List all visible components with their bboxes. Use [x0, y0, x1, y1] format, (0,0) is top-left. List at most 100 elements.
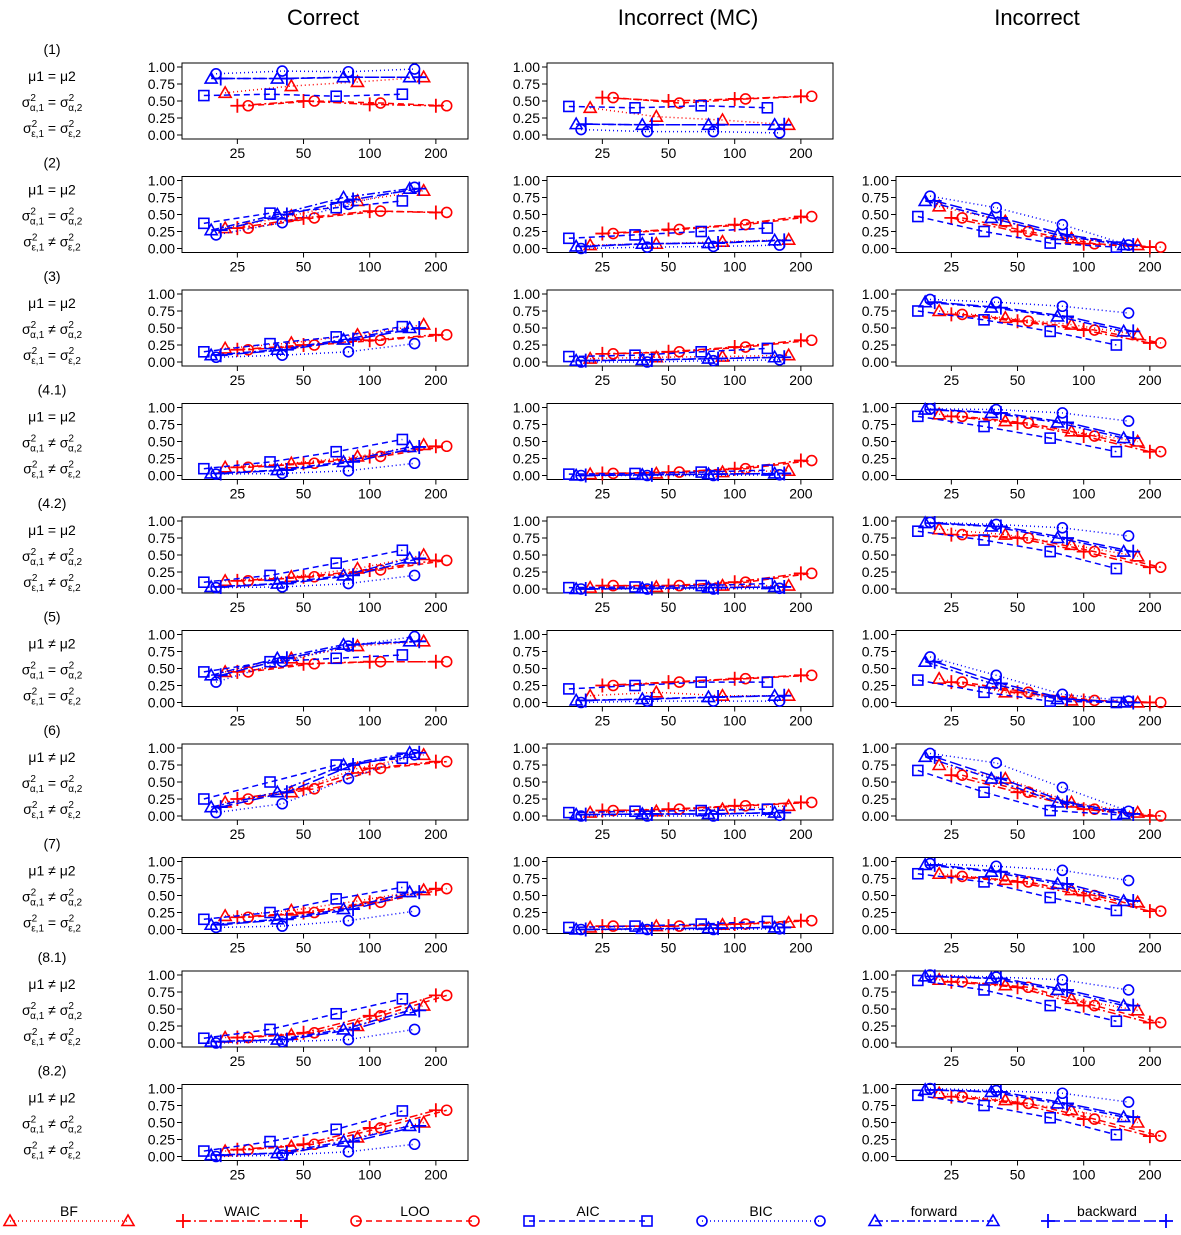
- series-bic: [924, 1082, 1135, 1108]
- series-line: [934, 1089, 1134, 1118]
- y-tick-label: 0.00: [513, 808, 540, 824]
- data-point: [978, 314, 990, 326]
- data-point: [607, 579, 619, 592]
- data-point: [336, 189, 351, 203]
- data-point: [412, 634, 427, 649]
- data-point: [805, 567, 818, 580]
- x-tick-label: 50: [661, 486, 677, 502]
- series-bf: [582, 347, 797, 364]
- series-backward: [578, 233, 792, 254]
- y-tick-label: 1.00: [148, 627, 175, 643]
- series-line: [917, 215, 1117, 248]
- x-tick-label: 100: [1072, 1167, 1096, 1183]
- data-point: [308, 212, 321, 224]
- data-point: [711, 580, 726, 595]
- x-tick-label: 25: [944, 486, 960, 502]
- data-point: [198, 217, 210, 230]
- series-waic: [944, 409, 1157, 459]
- legend-label: forward: [911, 1203, 958, 1219]
- data-point: [781, 463, 797, 477]
- data-point: [416, 183, 432, 196]
- data-point: [644, 921, 659, 936]
- data-point: [330, 652, 342, 665]
- data-point: [346, 1022, 361, 1037]
- row-sigma-epsilon-label: σ2 ε,1 = σ2 ε,2: [23, 914, 81, 935]
- x-tick-label: 25: [230, 599, 246, 615]
- legend-label: AIC: [576, 1203, 599, 1219]
- data-point: [213, 1148, 228, 1163]
- series-line: [590, 691, 789, 697]
- y-tick-label: 0.00: [148, 581, 175, 597]
- y-tick-label: 0.75: [862, 1098, 889, 1114]
- series-aic: [912, 764, 1123, 821]
- data-point: [578, 468, 593, 483]
- series-line: [248, 887, 447, 919]
- data-point: [264, 88, 276, 100]
- series-backward: [578, 350, 792, 368]
- data-point: [793, 453, 808, 468]
- series-line: [568, 105, 768, 109]
- legend-marker: [120, 1213, 136, 1227]
- data-point: [805, 914, 818, 927]
- data-point: [279, 342, 294, 357]
- series-backward: [213, 1118, 427, 1163]
- data-point: [217, 908, 233, 922]
- series-line: [581, 700, 780, 704]
- panel-r2-c2: 0.000.250.500.751.00 25 50 100 200: [862, 286, 1181, 388]
- series-line: [203, 757, 403, 800]
- data-point: [308, 782, 321, 795]
- series-line: [203, 886, 403, 921]
- x-tick-label: 50: [1010, 259, 1026, 275]
- x-tick-label: 200: [1138, 259, 1162, 275]
- series-line: [211, 327, 410, 356]
- series-line: [237, 100, 436, 107]
- legend-marker: [294, 1214, 308, 1228]
- x-tick-label: 50: [661, 599, 677, 615]
- data-point: [739, 341, 752, 353]
- y-tick-label: 0.25: [148, 451, 175, 467]
- data-point: [396, 752, 409, 765]
- data-point: [912, 525, 924, 538]
- x-tick-label: 200: [1138, 599, 1162, 615]
- series-line: [924, 756, 1124, 815]
- y-tick-label: 0.00: [148, 241, 175, 257]
- data-point: [1154, 561, 1167, 574]
- series-line: [220, 76, 420, 80]
- legend-marker: [468, 1215, 480, 1227]
- x-tick-label: 25: [230, 1167, 246, 1183]
- data-point: [993, 676, 1008, 691]
- y-tick-label: 0.75: [862, 871, 889, 887]
- data-point: [440, 328, 453, 341]
- data-point: [1154, 241, 1167, 253]
- data-point: [711, 351, 726, 366]
- y-tick-label: 1.00: [148, 400, 175, 416]
- x-tick-label: 100: [358, 372, 382, 388]
- data-point: [1122, 984, 1135, 996]
- data-point: [648, 684, 664, 698]
- series-aic: [198, 88, 409, 103]
- y-tick-label: 0.00: [148, 127, 175, 143]
- data-point: [927, 402, 942, 417]
- data-point: [213, 1034, 228, 1049]
- data-point: [944, 869, 959, 884]
- x-tick-label: 25: [595, 713, 611, 729]
- legend-item-waic: WAIC: [176, 1203, 308, 1228]
- data-point: [673, 676, 686, 688]
- row-id-label: (4.2): [38, 495, 67, 511]
- data-point: [1122, 874, 1135, 887]
- data-point: [1044, 545, 1056, 558]
- data-point: [993, 771, 1008, 786]
- panel-r2-c1: 0.000.250.500.751.00 25 50 100 200: [513, 286, 834, 388]
- data-point: [1154, 445, 1167, 458]
- row-id-label: (4.1): [38, 382, 67, 398]
- series-line: [934, 660, 1134, 704]
- data-point: [1088, 999, 1101, 1012]
- x-tick-label: 200: [424, 259, 448, 275]
- data-point: [944, 527, 959, 542]
- series-line: [934, 200, 1134, 246]
- y-tick-label: 0.00: [513, 581, 540, 597]
- data-point: [1126, 806, 1141, 821]
- data-point: [1060, 795, 1075, 810]
- panel-frame: [895, 1084, 1181, 1161]
- data-point: [644, 581, 659, 596]
